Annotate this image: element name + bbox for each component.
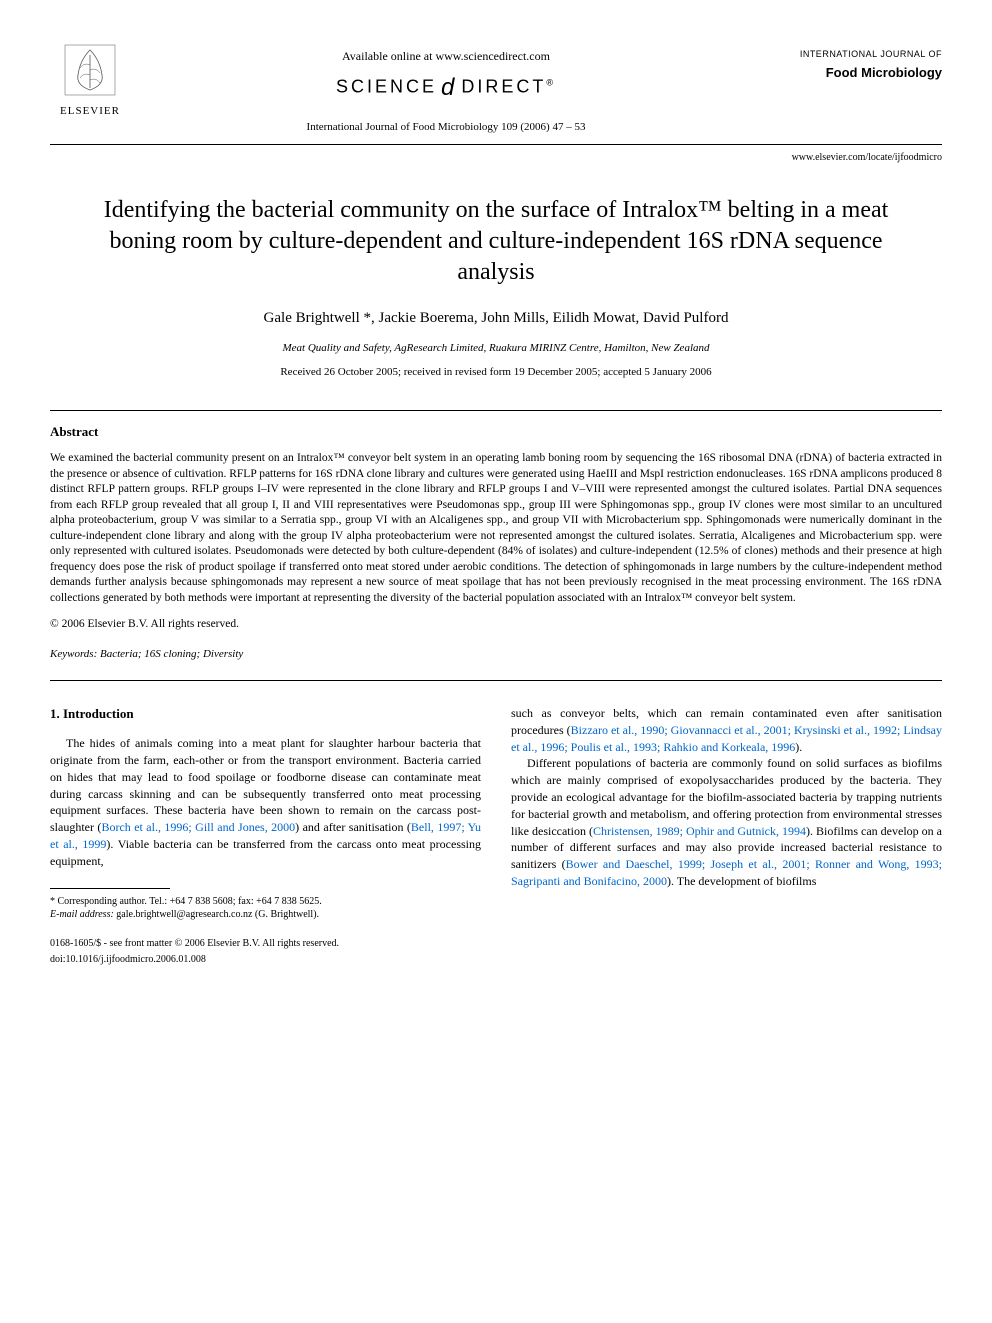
doi-footer: doi:10.1016/j.ijfoodmicro.2006.01.008: [50, 953, 481, 967]
affiliation: Meat Quality and Safety, AgResearch Limi…: [50, 341, 942, 356]
issn-footer: 0168-1605/$ - see front matter © 2006 El…: [50, 937, 481, 951]
keywords-text: Bacteria; 16S cloning; Diversity: [97, 648, 243, 660]
journal-url: www.elsevier.com/locate/ijfoodmicro: [50, 151, 942, 165]
paper-title: Identifying the bacterial community on t…: [90, 195, 902, 289]
introduction-heading: 1. Introduction: [50, 705, 481, 723]
journal-name-bold: Food Microbiology: [762, 64, 942, 82]
journal-name-small: INTERNATIONAL JOURNAL OF: [762, 48, 942, 61]
sciencedirect-text-1: SCIENCE: [336, 76, 437, 96]
intro-paragraph-3: Different populations of bacteria are co…: [511, 755, 942, 889]
manuscript-dates: Received 26 October 2005; received in re…: [50, 365, 942, 380]
corresponding-author-footnote: * Corresponding author. Tel.: +64 7 838 …: [50, 895, 481, 908]
right-header: INTERNATIONAL JOURNAL OF Food Microbiolo…: [762, 40, 942, 82]
at-symbol: d: [441, 71, 457, 105]
sciencedirect-text-2: DIRECT: [461, 76, 546, 96]
elsevier-logo: ELSEVIER: [50, 40, 130, 119]
abstract-heading: Abstract: [50, 423, 942, 441]
intro-paragraph-2: such as conveyor belts, which can remain…: [511, 705, 942, 755]
header-divider: [50, 144, 942, 145]
email-address: gale.brightwell@agresearch.co.nz (G. Bri…: [114, 909, 319, 920]
copyright-text: © 2006 Elsevier B.V. All rights reserved…: [50, 616, 942, 632]
citation-borch-gill[interactable]: Borch et al., 1996; Gill and Jones, 2000: [101, 820, 295, 834]
abstract-divider-bottom: [50, 680, 942, 681]
elsevier-label: ELSEVIER: [60, 104, 120, 119]
abstract-body: We examined the bacterial community pres…: [50, 452, 942, 604]
intro-p1-text-c: ). Viable bacteria can be transferred fr…: [50, 837, 481, 868]
journal-reference: International Journal of Food Microbiolo…: [130, 120, 762, 135]
footnote-divider: [50, 888, 170, 889]
center-header: Available online at www.sciencedirect.co…: [130, 40, 762, 136]
intro-paragraph-1: The hides of animals coming into a meat …: [50, 735, 481, 869]
intro-p3-text-c: ). The development of biofilms: [667, 874, 816, 888]
email-footnote: E-mail address: gale.brightwell@agresear…: [50, 908, 481, 921]
abstract-divider-top: [50, 410, 942, 411]
left-column: 1. Introduction The hides of animals com…: [50, 705, 481, 967]
intro-p1-text-b: ) and after sanitisation (: [295, 820, 411, 834]
elsevier-tree-icon: [60, 40, 120, 100]
body-columns: 1. Introduction The hides of animals com…: [50, 705, 942, 967]
available-online-text: Available online at www.sciencedirect.co…: [130, 48, 762, 65]
citation-christensen-ophir[interactable]: Christensen, 1989; Ophir and Gutnick, 19…: [593, 824, 806, 838]
header-row: ELSEVIER Available online at www.science…: [50, 40, 942, 136]
authors-list: Gale Brightwell *, Jackie Boerema, John …: [50, 308, 942, 329]
citation-bizzaro-etal[interactable]: Bizzaro et al., 1990; Giovannacci et al.…: [511, 723, 942, 754]
right-column: such as conveyor belts, which can remain…: [511, 705, 942, 967]
email-label: E-mail address:: [50, 909, 114, 920]
abstract-text: We examined the bacterial community pres…: [50, 451, 942, 606]
sciencedirect-logo: SCIENCEdDIRECT®: [130, 71, 762, 105]
keywords: Keywords: Bacteria; 16S cloning; Diversi…: [50, 647, 942, 662]
keywords-label: Keywords:: [50, 648, 97, 660]
intro-p2-text-b: ).: [795, 740, 802, 754]
